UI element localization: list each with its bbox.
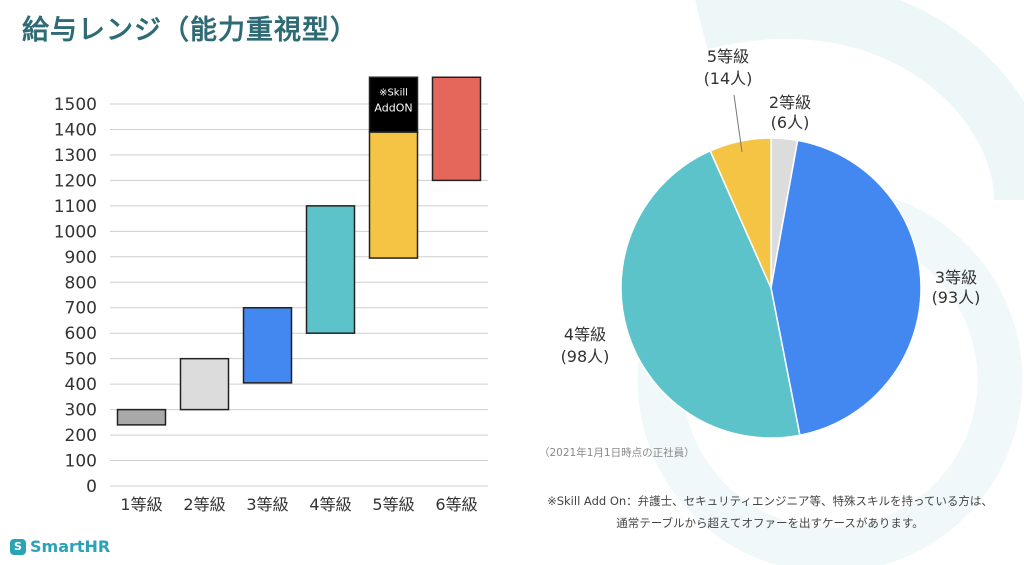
skill-addon-label-2: AddON [374,101,412,114]
x-category-label: 5等級 [372,495,414,514]
y-tick-label: 600 [65,324,97,344]
y-tick-label: 0 [86,477,97,497]
pie-slice-5等級 [709,137,772,289]
x-category-label: 1等級 [120,495,162,514]
pie-label-count: (98人) [561,347,610,366]
y-tick-label: 100 [65,452,97,472]
pie-label-name: 4等級 [564,325,606,344]
y-tick-label: 700 [65,299,97,319]
y-tick-label: 1100 [54,197,97,217]
logo-badge-icon: S [10,538,26,555]
skill-addon-note: ※Skill Add On：弁護士、セキュリティエンジニア等、特殊スキルを持って… [520,490,1020,534]
y-tick-label: 1500 [54,95,97,115]
pie-label-count: (6人) [771,113,810,132]
page-title: 給与レンジ（能力重視型） [22,15,358,46]
x-category-label: 3等級 [246,495,288,514]
pie-leader-line [733,94,743,153]
range-bar-5 [368,131,419,259]
pie-slice-3等級 [770,139,922,437]
y-tick-label: 900 [65,248,97,268]
range-bar-4 [305,205,356,334]
y-tick-label: 1000 [54,222,97,242]
range-bar-2 [179,357,230,411]
range-bar-1 [116,408,167,426]
x-category-label: 4等級 [309,495,351,514]
y-tick-label: 300 [65,401,97,421]
pie-label-count: (14人) [704,69,753,88]
skill-addon-label-1: ※Skill [379,87,408,98]
range-bar-3 [242,306,293,384]
headcount-date-note: （2021年1月1日時点の正社員） [539,447,695,459]
smarthr-logo: S SmartHR [10,537,110,556]
y-tick-label: 400 [65,375,97,395]
y-tick-label: 200 [65,426,97,446]
y-tick-label: 1400 [54,120,97,140]
x-category-label: 6等級 [435,495,477,514]
skill-addon-note-line2: 通常テーブルから超えてオファーを出すケースがあります。 [616,516,924,530]
pie-label-name: 3等級 [935,268,977,287]
range-bar-6 [431,76,482,182]
logo-text: SmartHR [30,537,111,556]
skill-addon-note-line1: ※Skill Add On：弁護士、セキュリティエンジニア等、特殊スキルを持って… [547,494,993,508]
y-tick-label: 1300 [54,146,97,166]
salary-range-bar-chart: 0 100 200 300 400 500 600 700 800 900 1000 1100 1200… [54,76,488,514]
skill-addon-bar [368,76,419,133]
pie-label-name: 2等級 [769,93,811,112]
x-category-label: 2等級 [183,495,225,514]
pie-slice-4等級 [620,149,801,439]
y-tick-label: 500 [65,350,97,370]
y-tick-label: 1200 [54,171,97,191]
y-tick-label: 800 [65,273,97,293]
pie-label-count: (93人) [932,288,981,307]
grade-distribution-pie-chart: 2等級(6人) 3等級(93人) 4等級 (98人) 5等級 (14人) [561,47,981,439]
pie-label-name: 5等級 [707,47,749,66]
